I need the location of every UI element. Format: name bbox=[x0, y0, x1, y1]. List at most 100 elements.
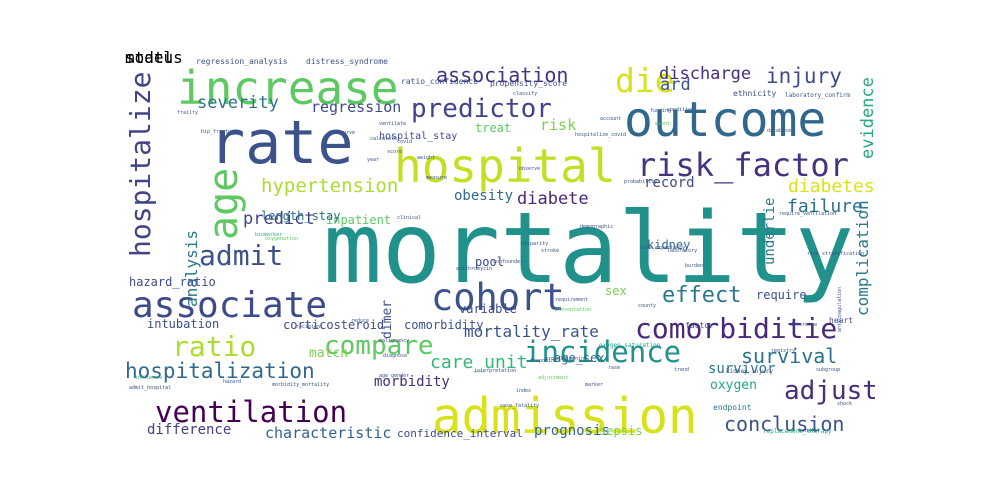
word-clinical: clinical bbox=[397, 215, 422, 221]
word-severity: severity bbox=[197, 93, 279, 113]
word-index: index bbox=[516, 388, 532, 394]
word-failure: failure bbox=[787, 196, 863, 217]
word-subgroup: subgroup bbox=[816, 367, 841, 373]
word-regression-analysis: regression_analysis bbox=[196, 57, 288, 66]
word-hospitalization: hospitalization bbox=[125, 359, 315, 383]
word-regression: regression bbox=[311, 98, 402, 116]
word-propensity-score: propensity_score bbox=[490, 79, 568, 88]
word-ratio-confidence: ratio_confidence bbox=[401, 77, 479, 86]
word-cloud: mortality outcome rate hospital admissio… bbox=[125, 50, 875, 450]
word-admit: admit bbox=[199, 239, 284, 272]
word-diabetes: diabetes bbox=[788, 176, 875, 197]
word-requirement: requirement bbox=[555, 297, 589, 303]
word-account: account bbox=[600, 116, 622, 122]
word-marker: marker bbox=[585, 382, 604, 388]
word-associate: associate bbox=[132, 285, 328, 326]
word-confounder: confounder bbox=[493, 259, 524, 265]
word-characteristic: characteristic bbox=[265, 424, 392, 442]
word-ard: ard bbox=[660, 75, 691, 95]
word-reduce: reduce bbox=[351, 318, 370, 324]
word-registry: registry bbox=[771, 348, 796, 354]
word-treat: treat bbox=[475, 121, 512, 135]
word-hospitalize-covid: hospitalize_covid bbox=[575, 132, 627, 138]
word-variable: variable bbox=[459, 302, 517, 316]
word-database: database bbox=[767, 128, 792, 134]
word-admit-hospital: admit_hospital bbox=[129, 385, 172, 391]
word-intubation: intubation bbox=[147, 317, 220, 331]
word-inpatient: inpatient bbox=[326, 213, 392, 227]
word-curve: curve bbox=[340, 130, 356, 136]
word-ventilate: ventilate bbox=[379, 121, 407, 127]
word-conclusion: conclusion bbox=[724, 412, 845, 436]
word-confidence-interval: confidence_interval bbox=[397, 427, 523, 440]
word-adjust: adjust bbox=[784, 376, 875, 406]
word-procalcitonin: procalcitonin bbox=[545, 356, 585, 362]
word-funding: funding bbox=[650, 108, 672, 114]
word-biomarker: biomarker bbox=[255, 232, 283, 238]
word-match: match bbox=[309, 346, 349, 361]
word-shock: shock bbox=[837, 401, 853, 407]
word-oxygen: oxygen bbox=[710, 378, 757, 393]
word-ethnicity: ethnicity bbox=[733, 89, 777, 98]
word-presentation: presentation bbox=[555, 307, 592, 313]
word-age: age bbox=[201, 167, 247, 240]
word-laboratory: laboratory bbox=[667, 248, 698, 254]
word-hip-fracture: hip_fracture bbox=[201, 129, 238, 135]
word-covid: covid bbox=[397, 139, 413, 145]
word-azithromycin: azithromycin bbox=[456, 266, 493, 272]
word-stroke: stroke bbox=[541, 248, 560, 254]
word-model: model bbox=[125, 50, 174, 67]
word-frailty: frailty bbox=[177, 110, 199, 116]
word-malignancy: malignancy bbox=[379, 338, 410, 344]
word-morbidity-mortality: morbidity_mortality bbox=[272, 382, 330, 388]
word-difference: difference bbox=[147, 422, 232, 438]
word-age-sex: age_sex bbox=[554, 351, 605, 365]
word-prognosis: prognosis bbox=[534, 423, 610, 439]
word-diagnose: diagnose bbox=[383, 353, 408, 359]
word-determine: determine bbox=[790, 322, 818, 328]
word-length-stay: length_stay bbox=[261, 209, 341, 223]
word-classify: classify bbox=[513, 91, 538, 97]
word-pool: pool bbox=[475, 255, 504, 269]
word-discharge: discharge bbox=[659, 64, 752, 84]
word-hazard: hazard bbox=[223, 379, 242, 385]
word-recipient: recipient bbox=[296, 324, 324, 330]
word-hypertension: hypertension bbox=[261, 175, 399, 197]
word-laboratory-confirm: laboratory_confirm bbox=[785, 92, 851, 99]
word-corticosteroid: corticosteroid bbox=[283, 318, 385, 332]
word-predictor: predictor bbox=[411, 94, 552, 124]
word-survival: survival bbox=[741, 344, 838, 368]
word-sex: sex bbox=[605, 284, 627, 298]
word-ratio: ratio bbox=[172, 330, 257, 363]
word-case-fatality: case_fatality bbox=[500, 403, 540, 409]
word-mortality-rate: mortality_rate bbox=[464, 322, 599, 341]
word-anticoagulation: anticoagulation bbox=[837, 286, 843, 332]
word-mortality: mortality bbox=[323, 192, 855, 306]
word-underlie: underlie bbox=[762, 197, 778, 265]
word-association: association bbox=[436, 63, 569, 87]
word-dimer: dimer bbox=[380, 299, 395, 339]
word-compare: compare bbox=[324, 331, 434, 361]
word-injury: injury bbox=[766, 64, 842, 88]
word-interpretation: interpretation bbox=[474, 368, 517, 374]
word-diabete: diabete bbox=[517, 189, 589, 209]
word-rase: rase bbox=[608, 365, 621, 371]
word-die: die bbox=[615, 61, 675, 100]
word-risk-factor: risk_factor bbox=[637, 146, 849, 184]
word-adjustment: adjustment bbox=[538, 375, 569, 381]
word-cohort: cohort bbox=[431, 276, 565, 319]
word-kidney: kidney bbox=[647, 238, 691, 252]
word-county: county bbox=[638, 303, 657, 309]
word-require-ventilation: require_ventilation bbox=[779, 211, 837, 217]
word-obesity: obesity bbox=[454, 188, 514, 204]
word-ventilation: ventilation bbox=[155, 395, 348, 429]
word-complication: complication bbox=[853, 200, 872, 316]
word-event: event bbox=[655, 121, 671, 127]
word-evidence: evidence bbox=[858, 77, 875, 159]
word-probability: probability bbox=[624, 179, 658, 185]
word-replacement-therapy: replacement_therapy bbox=[763, 428, 832, 435]
word-oxygenation: oxygenation bbox=[265, 236, 299, 242]
word-measure: measure bbox=[426, 175, 448, 181]
word-effect: effect bbox=[662, 283, 742, 308]
word-survivor: survivor bbox=[708, 361, 776, 377]
